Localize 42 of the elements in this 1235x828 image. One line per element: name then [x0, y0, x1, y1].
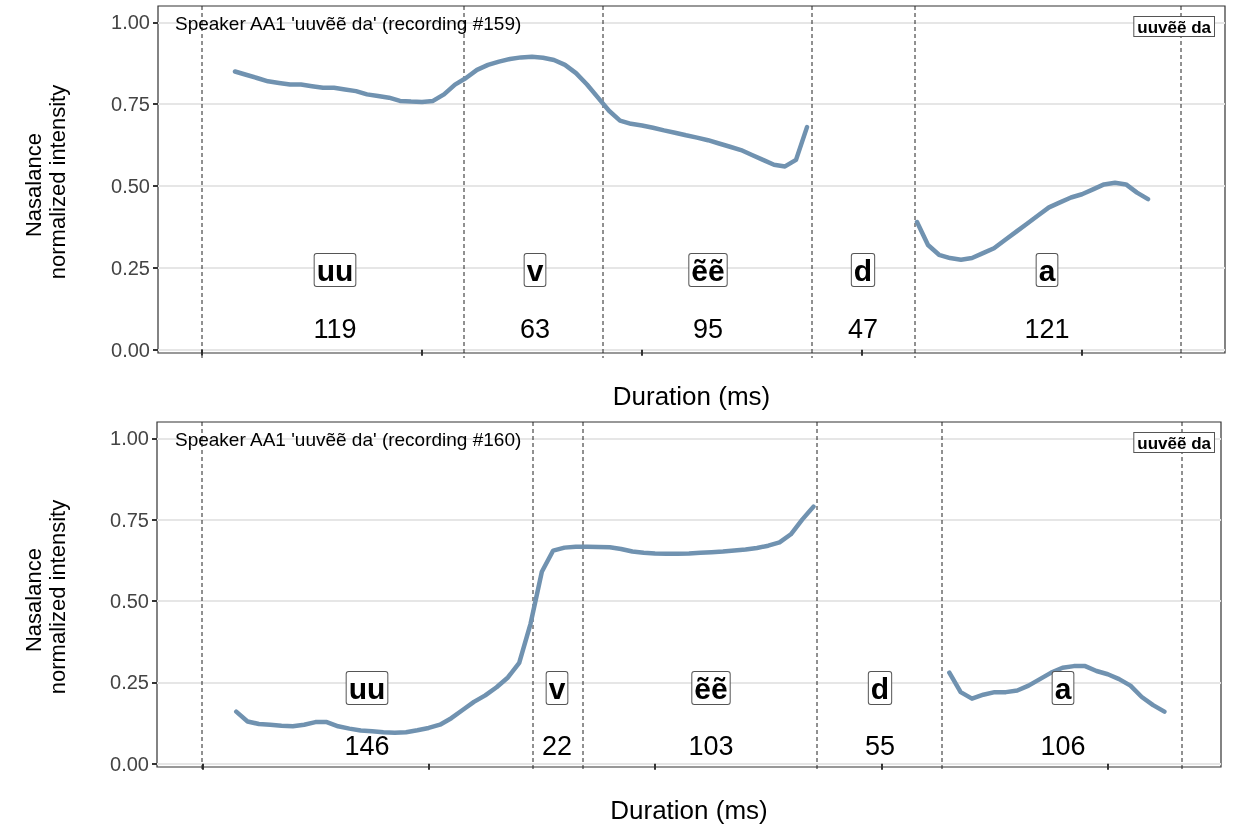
- annotation: 22: [541, 731, 573, 761]
- y-axis-title: Nasalance normalized intensity: [20, 499, 70, 695]
- annotation: 106: [1040, 731, 1086, 761]
- x-axis-title: Duration (ms): [612, 381, 771, 411]
- chart-title: Speaker AA1 'uuvẽẽ da' (recording #159): [175, 13, 522, 34]
- y-tick-label: 0.50: [110, 590, 149, 613]
- y-tick-label: 0.75: [111, 93, 150, 116]
- y-tick-label: 0.50: [111, 175, 150, 198]
- annotation: uuvẽẽ da: [1137, 434, 1212, 453]
- annotation: 121: [1024, 314, 1070, 344]
- x-axis-title: Duration (ms): [610, 795, 768, 825]
- annotation: 63: [519, 314, 551, 344]
- annotation: uu: [316, 253, 354, 287]
- annotation: 103: [688, 731, 734, 761]
- line-series: [232, 54, 810, 169]
- annotation: uu: [348, 671, 386, 705]
- annotation: 95: [692, 314, 724, 344]
- y-axis-title: Nasalance normalized intensity: [20, 84, 70, 280]
- line-series: [947, 663, 1167, 714]
- y-tick-label: 0.00: [110, 752, 149, 775]
- y-tick-label: 0.25: [110, 671, 149, 694]
- y-tick-label: 1.00: [110, 427, 149, 450]
- annotation: 119: [313, 314, 357, 344]
- y-tick-label: 0.00: [111, 338, 150, 361]
- chart-title: Speaker AA1 'uuvẽẽ da' (recording #160): [175, 429, 522, 450]
- annotation: v: [526, 253, 544, 287]
- y-tick-label: 0.25: [111, 256, 150, 279]
- annotation: 146: [344, 731, 390, 761]
- annotation: ẽẽ: [691, 253, 725, 287]
- annotation: ẽẽ: [694, 671, 728, 705]
- annotation: d: [870, 671, 890, 705]
- annotation: uuvẽẽ da: [1137, 18, 1212, 37]
- y-tick-label: 1.00: [111, 11, 150, 34]
- annotation: a: [1054, 671, 1072, 705]
- line-series: [233, 504, 816, 736]
- annotation: a: [1038, 253, 1056, 287]
- annotation: 47: [847, 314, 879, 344]
- annotation: v: [548, 671, 566, 705]
- line-series: [914, 180, 1151, 262]
- annotation: d: [853, 253, 873, 287]
- y-tick-label: 0.75: [110, 508, 149, 531]
- annotation: 55: [864, 731, 896, 761]
